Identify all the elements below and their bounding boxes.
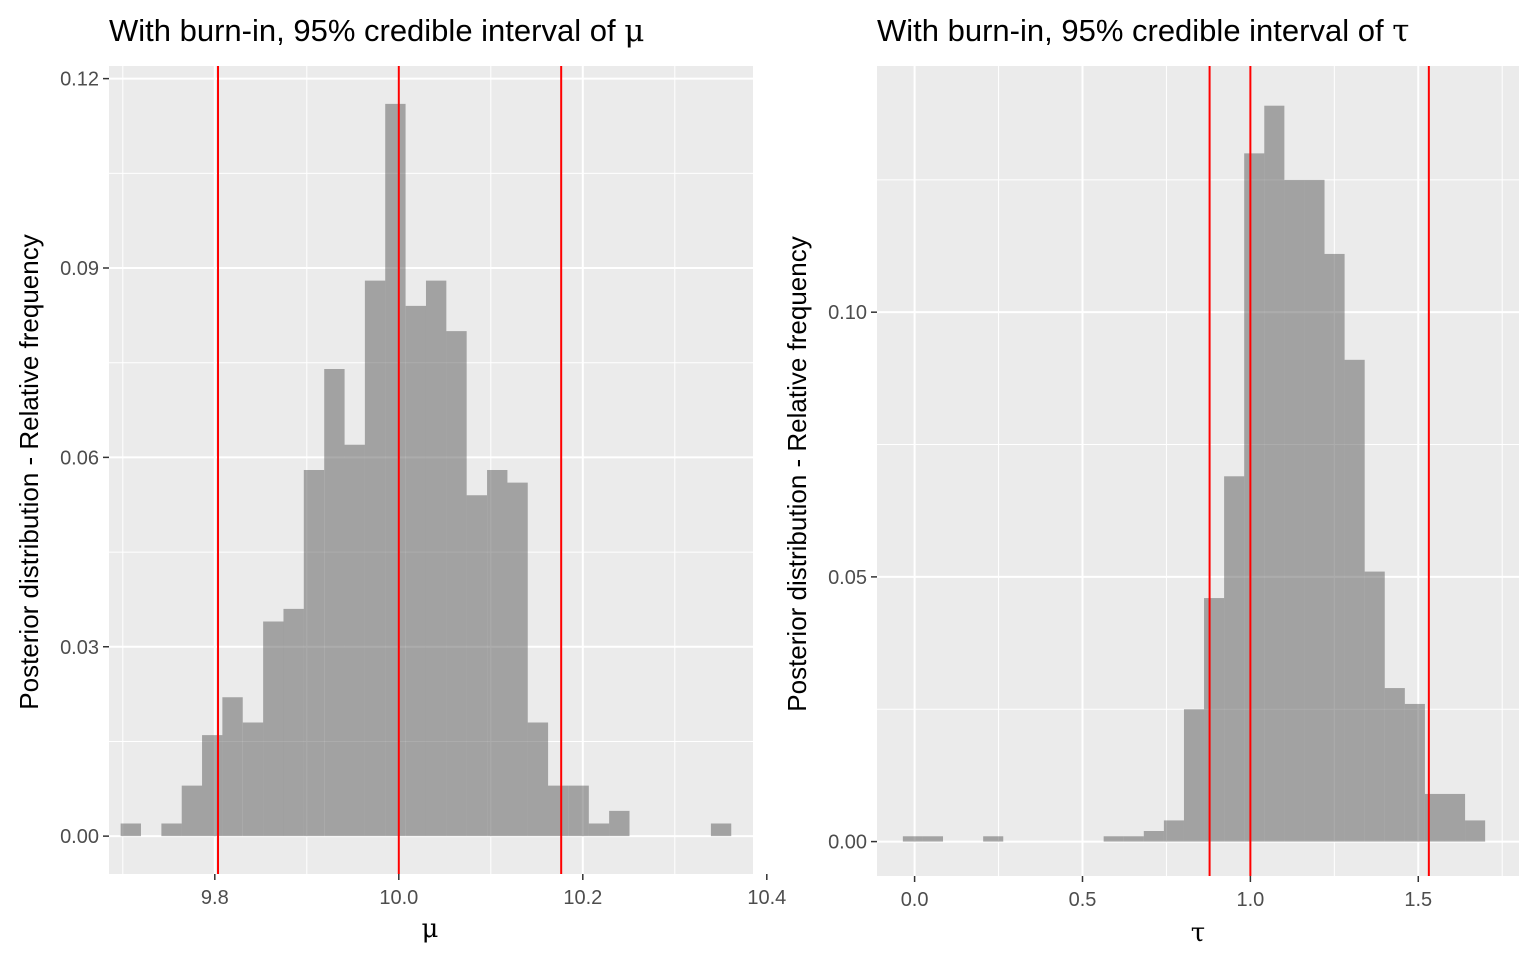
histogram-bar-tau-27 bbox=[1444, 793, 1466, 842]
x-axis-label-tau: τ bbox=[1191, 918, 1205, 948]
chart-title-mu: With burn-in, 95% credible interval of μ bbox=[109, 13, 644, 49]
y-tick-label-mu-1: 0.03 bbox=[60, 637, 99, 659]
histogram-bar-mu-10 bbox=[324, 369, 345, 837]
x-tick-label-mu-3: 10.4 bbox=[747, 887, 786, 909]
histogram-bar-tau-12 bbox=[1143, 831, 1164, 842]
histogram-bar-mu-20 bbox=[527, 722, 549, 837]
x-axis-label-mu: μ bbox=[422, 914, 439, 944]
histogram-bar-tau-13 bbox=[1163, 820, 1184, 842]
x-tick-label-mu-2: 10.2 bbox=[563, 887, 602, 909]
histogram-bar-tau-1 bbox=[922, 836, 944, 842]
credible-interval-lines-tau bbox=[1208, 66, 1430, 876]
histogram-bar-tau-23 bbox=[1364, 571, 1385, 842]
histogram-bar-tau-18 bbox=[1264, 105, 1285, 842]
histogram-bar-mu-0 bbox=[120, 823, 141, 837]
y-tick-label-mu-4: 0.12 bbox=[60, 69, 99, 91]
histogram-bar-mu-18 bbox=[487, 470, 508, 837]
histogram-bars-tau bbox=[902, 105, 1486, 842]
histogram-bar-mu-23 bbox=[588, 823, 610, 837]
y-tick-label-mu-0: 0.00 bbox=[60, 826, 99, 848]
histogram-bar-tau-11 bbox=[1123, 836, 1144, 842]
histogram-bar-tau-0 bbox=[902, 836, 923, 842]
histogram-bar-mu-9 bbox=[303, 470, 325, 837]
x-tick-label-tau-1: 0.5 bbox=[1069, 889, 1097, 911]
histogram-bar-mu-2 bbox=[161, 823, 182, 837]
histogram-bar-mu-15 bbox=[425, 280, 447, 837]
histogram-bar-mu-11 bbox=[344, 444, 365, 837]
chart-title-tau: With burn-in, 95% credible interval of τ bbox=[877, 13, 1409, 49]
y-axis-label-mu: Posterior distribution - Relative freque… bbox=[14, 234, 44, 709]
y-tick-label-mu-2: 0.06 bbox=[60, 447, 99, 469]
histogram-bar-mu-4 bbox=[202, 735, 223, 837]
histogram-bar-tau-16 bbox=[1224, 476, 1245, 842]
x-axis-ticks-mu: 9.8 10.0 10.2 10.4 bbox=[201, 874, 786, 909]
y-axis-ticks-mu: 0.00 0.03 0.06 0.09 0.12 bbox=[60, 69, 109, 848]
histogram-bar-tau-22 bbox=[1344, 359, 1365, 842]
histogram-bar-mu-21 bbox=[548, 785, 569, 837]
y-axis-ticks-tau: 0.00 0.05 0.10 bbox=[828, 302, 877, 854]
histogram-bar-tau-4 bbox=[983, 836, 1004, 842]
chart-tau: With burn-in, 95% credible interval of τ… bbox=[782, 13, 1519, 948]
histogram-bar-tau-24 bbox=[1384, 688, 1405, 842]
histogram-bar-tau-28 bbox=[1465, 820, 1486, 842]
credible-interval-lines-mu bbox=[217, 66, 563, 874]
histogram-bar-tau-19 bbox=[1284, 179, 1305, 842]
histogram-bar-tau-20 bbox=[1304, 179, 1325, 842]
histogram-bar-mu-14 bbox=[405, 305, 426, 837]
chart-mu: With burn-in, 95% credible interval of μ… bbox=[14, 13, 786, 944]
x-axis-ticks-tau: 0.0 0.5 1.0 1.5 bbox=[901, 876, 1432, 911]
histogram-bar-mu-7 bbox=[263, 621, 284, 837]
y-tick-label-tau-0: 0.00 bbox=[828, 832, 867, 854]
histogram-bar-mu-19 bbox=[507, 482, 528, 837]
histogram-bar-mu-22 bbox=[568, 785, 589, 837]
histogram-bars-mu bbox=[120, 103, 732, 837]
histogram-bar-mu-6 bbox=[242, 722, 264, 837]
histogram-bar-mu-3 bbox=[181, 785, 203, 837]
x-tick-label-mu-1: 10.0 bbox=[379, 887, 418, 909]
x-tick-label-mu-0: 9.8 bbox=[201, 887, 229, 909]
y-tick-label-tau-1: 0.05 bbox=[828, 567, 867, 589]
histogram-bar-tau-21 bbox=[1324, 253, 1345, 842]
histogram-bar-tau-26 bbox=[1424, 793, 1445, 842]
histogram-bar-mu-29 bbox=[710, 823, 732, 837]
title-symbol-tau: τ bbox=[1392, 13, 1409, 49]
x-tick-label-tau-3: 1.5 bbox=[1404, 889, 1432, 911]
y-tick-label-mu-3: 0.09 bbox=[60, 258, 99, 280]
histogram-bar-tau-10 bbox=[1103, 836, 1124, 842]
y-tick-label-tau-2: 0.10 bbox=[828, 302, 867, 324]
x-tick-label-tau-0: 0.0 bbox=[901, 889, 929, 911]
histogram-bar-mu-8 bbox=[283, 608, 304, 837]
x-tick-label-tau-2: 1.0 bbox=[1236, 889, 1264, 911]
histogram-bar-mu-12 bbox=[364, 280, 386, 837]
title-symbol-mu: μ bbox=[624, 13, 644, 49]
y-axis-label-tau: Posterior distribution - Relative freque… bbox=[782, 236, 812, 711]
histogram-bar-tau-14 bbox=[1183, 709, 1205, 842]
histogram-bar-tau-25 bbox=[1404, 703, 1425, 842]
histogram-bar-tau-17 bbox=[1244, 153, 1265, 842]
histogram-bar-mu-13 bbox=[385, 103, 406, 837]
histogram-bar-tau-15 bbox=[1204, 598, 1225, 842]
histogram-bar-mu-16 bbox=[446, 331, 467, 837]
histogram-bar-mu-5 bbox=[222, 697, 243, 837]
histogram-bar-mu-24 bbox=[609, 810, 630, 837]
histogram-bar-mu-17 bbox=[466, 495, 487, 837]
